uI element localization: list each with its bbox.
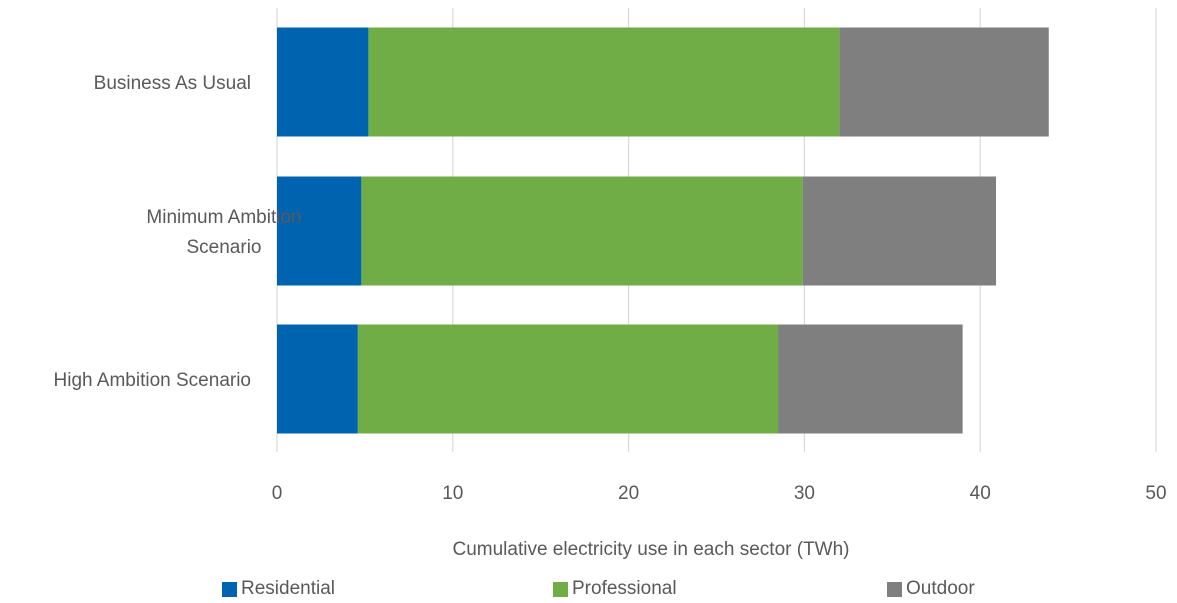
bar-professional-2 [357, 324, 779, 434]
bar-outdoor-2 [778, 324, 963, 434]
legend: Residential Professional Outdoor [0, 575, 1177, 603]
x-tick-label-30: 30 [794, 483, 815, 504]
legend-item-professional: Professional [553, 575, 677, 603]
bar-residential-0 [277, 27, 369, 137]
legend-swatch-professional [553, 581, 568, 597]
legend-label-outdoor: Outdoor [906, 578, 975, 599]
x-tick-label-10: 10 [442, 483, 463, 504]
bar-residential-2 [277, 324, 358, 434]
x-axis-title: Cumulative electricity use in each secto… [452, 539, 849, 560]
category-label-2: High Ambition Scenario [54, 370, 252, 391]
legend-item-outdoor: Outdoor [887, 575, 975, 603]
legend-label-professional: Professional [572, 578, 677, 599]
x-tick-label-40: 40 [970, 483, 991, 504]
category-label-line: Scenario [187, 237, 262, 258]
legend-swatch-outdoor [887, 581, 902, 597]
bar-outdoor-1 [802, 176, 997, 286]
legend-label-residential: Residential [241, 578, 335, 599]
category-labels: Business As Usual Minimum Ambition Scenari… [54, 73, 302, 391]
x-tick-label-50: 50 [1145, 483, 1166, 504]
legend-item-residential: Residential [222, 575, 335, 603]
legend-swatch-residential [222, 581, 237, 597]
bar-professional-1 [361, 176, 803, 286]
category-label-line: Minimum Ambition [146, 207, 301, 228]
bars [277, 27, 1049, 434]
bar-professional-0 [368, 27, 840, 137]
x-tick-label-20: 20 [618, 483, 639, 504]
category-label-1: Minimum Ambition Scenario [146, 207, 301, 258]
x-tick-labels: 0 10 20 30 40 50 [272, 483, 1167, 504]
x-tick-label-0: 0 [272, 483, 283, 504]
bar-outdoor-0 [839, 27, 1049, 137]
category-label-0: Business As Usual [94, 73, 251, 94]
bar-residential-1 [277, 176, 362, 286]
